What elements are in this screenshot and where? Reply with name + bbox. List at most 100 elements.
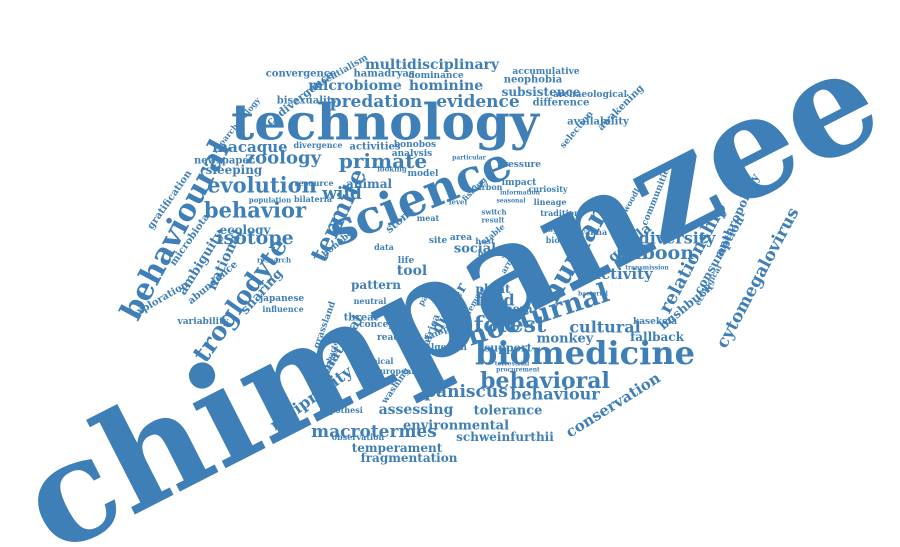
cloud-word-binary: binary bbox=[478, 248, 507, 258]
cloud-word-behavioral: behavioral bbox=[480, 368, 610, 394]
cloud-word-host: host bbox=[475, 236, 495, 246]
cloud-word-carbon: carbon bbox=[471, 182, 502, 192]
cloud-word-plant: plant bbox=[476, 282, 511, 296]
cloud-word-food: food bbox=[475, 291, 514, 310]
cloud-word-zoology: zoology bbox=[245, 148, 322, 169]
cloud-word-fragmentation: fragmentation bbox=[361, 451, 458, 465]
cloud-word-neophobia: neophobia bbox=[504, 75, 563, 86]
cloud-word-bilateria: bilateria bbox=[294, 194, 332, 204]
cloud-word-sleeping: sleeping bbox=[206, 163, 263, 177]
cloud-word-algerian: algerian bbox=[425, 343, 467, 353]
cloud-word-hamadryas: hamadryas bbox=[354, 69, 415, 80]
cloud-word-pattern: pattern bbox=[351, 278, 401, 292]
cloud-word-impact: impact bbox=[502, 178, 538, 188]
cloud-word-behaviour: behaviour bbox=[510, 385, 600, 404]
cloud-word-hypothesi: hypothesi bbox=[319, 405, 363, 415]
cloud-word-bonobos: bonobos bbox=[394, 140, 436, 150]
cloud-word-divergence: divergence bbox=[293, 140, 342, 150]
cloud-word-bisexuality: bisexuality bbox=[277, 96, 339, 107]
cloud-word-macrotermes: macrotermes bbox=[311, 422, 437, 442]
cloud-word-kasekela: kasekela bbox=[633, 317, 677, 327]
cloud-word-area: area bbox=[450, 233, 472, 243]
cloud-word-paniscus: paniscus bbox=[424, 382, 508, 402]
cloud-word-camera: camera bbox=[487, 303, 532, 316]
cloud-word-schweinfurthii: schweinfurthii bbox=[456, 430, 554, 444]
cloud-word-diversity: diversity bbox=[639, 229, 717, 248]
cloud-word-evolution: evolution bbox=[207, 173, 317, 198]
cloud-word-observation: observation bbox=[332, 432, 385, 442]
cloud-word-social: social bbox=[454, 242, 496, 257]
cloud-word-environmental: environmental bbox=[403, 419, 509, 434]
cloud-word-support: support bbox=[484, 342, 533, 355]
cloud-word-research: research bbox=[257, 256, 291, 265]
cloud-word-meat: meat bbox=[417, 213, 440, 223]
cloud-word-archaeological: archaeological bbox=[553, 90, 628, 100]
cloud-word-hominine: hominine bbox=[409, 78, 483, 94]
cloud-word-primate: primate bbox=[339, 149, 427, 173]
cloud-word-microbiome: microbiome bbox=[308, 78, 402, 94]
cloud-word-population: population bbox=[249, 196, 291, 205]
cloud-word-procurement: procurement bbox=[496, 367, 540, 374]
cloud-word-pathogen: pathogen bbox=[532, 291, 564, 298]
cloud-word-multidisciplinary: multidisciplinary bbox=[365, 57, 500, 73]
cloud-word-transmission: transmission bbox=[625, 265, 669, 272]
cloud-word-predation: predation bbox=[330, 92, 423, 112]
cloud-word-accumulative: accumulative bbox=[512, 67, 579, 77]
cloud-word-assessing: assessing bbox=[379, 402, 454, 418]
cloud-word-biology: biology bbox=[546, 235, 579, 245]
cloud-word-european: european bbox=[375, 366, 417, 376]
cloud-word-pressure: pressure bbox=[497, 160, 541, 170]
cloud-word-resource: resource bbox=[294, 178, 333, 188]
cloud-word-ecology: ecology bbox=[220, 223, 272, 237]
cloud-word-model: model bbox=[408, 169, 440, 179]
cloud-word-neutral: neutral bbox=[354, 296, 387, 306]
cloud-word-reaction: reaction bbox=[377, 333, 419, 343]
cloud-word-monkey: monkey bbox=[537, 332, 594, 347]
cloud-word-looking: looking bbox=[377, 165, 407, 174]
cloud-word-terrestrial: terrestrial bbox=[495, 361, 530, 368]
cloud-word-savanna: savanna bbox=[571, 227, 607, 237]
cloud-word-level: level bbox=[449, 198, 468, 207]
cloud-word-biomedicine: biomedicine bbox=[475, 334, 695, 372]
cloud-word-newspaper: newspaper bbox=[194, 156, 255, 167]
cloud-word-japanese: japanese bbox=[259, 294, 305, 304]
cloud-word-bacterial: bacterial bbox=[578, 291, 609, 298]
cloud-word-tropical: tropical bbox=[359, 356, 394, 366]
cloud-word-result: result bbox=[481, 216, 505, 225]
cloud-word-concept: concept bbox=[359, 320, 400, 330]
cloud-word-site: site bbox=[429, 236, 448, 246]
cloud-word-tradition: tradition bbox=[540, 208, 580, 218]
cloud-word-tolerance: tolerance bbox=[474, 404, 543, 419]
cloud-word-seasonal: seasonal bbox=[497, 198, 527, 205]
cloud-word-activities: activities bbox=[349, 142, 400, 153]
cloud-word-behavior: behavior bbox=[204, 198, 307, 223]
cloud-word-particular: particular bbox=[452, 155, 486, 162]
cloud-word-system: system bbox=[549, 224, 580, 234]
cloud-word-activity: activity bbox=[591, 265, 654, 283]
cloud-word-threat: threat bbox=[344, 313, 379, 324]
cloud-word-difference: difference bbox=[533, 98, 590, 109]
cloud-word-lineage: lineage bbox=[534, 197, 567, 207]
cloud-word-influence: influence bbox=[262, 304, 303, 314]
cloud-word-tool: tool bbox=[397, 263, 427, 279]
cloud-word-availability: availability bbox=[567, 117, 630, 128]
cloud-word-convergence: convergence bbox=[266, 69, 337, 80]
cloud-word-subsistence: subsistence bbox=[502, 85, 581, 99]
cloud-word-switch: switch bbox=[481, 208, 506, 217]
cloud-word-data: data bbox=[374, 242, 394, 252]
cloud-word-isotope: isotope bbox=[216, 227, 293, 249]
cloud-word-technology: technology bbox=[231, 93, 541, 152]
cloud-word-life: life bbox=[398, 256, 415, 266]
cloud-word-temperament: temperament bbox=[352, 441, 443, 455]
cloud-word-baboon: baboon bbox=[616, 242, 694, 264]
cloud-word-curiosity: curiosity bbox=[528, 184, 568, 194]
cloud-word-information: information bbox=[500, 190, 541, 197]
cloud-word-dominance: dominance bbox=[408, 71, 464, 81]
cloud-word-evidence: evidence bbox=[436, 92, 520, 112]
cloud-word-analysis: analysis bbox=[392, 149, 432, 159]
cloud-word-macaque: macaque bbox=[212, 138, 287, 156]
cloud-word-cultural: cultural bbox=[569, 318, 640, 337]
cloud-word-variability: variability bbox=[177, 317, 230, 327]
cloud-word-animal: animal bbox=[346, 177, 393, 191]
